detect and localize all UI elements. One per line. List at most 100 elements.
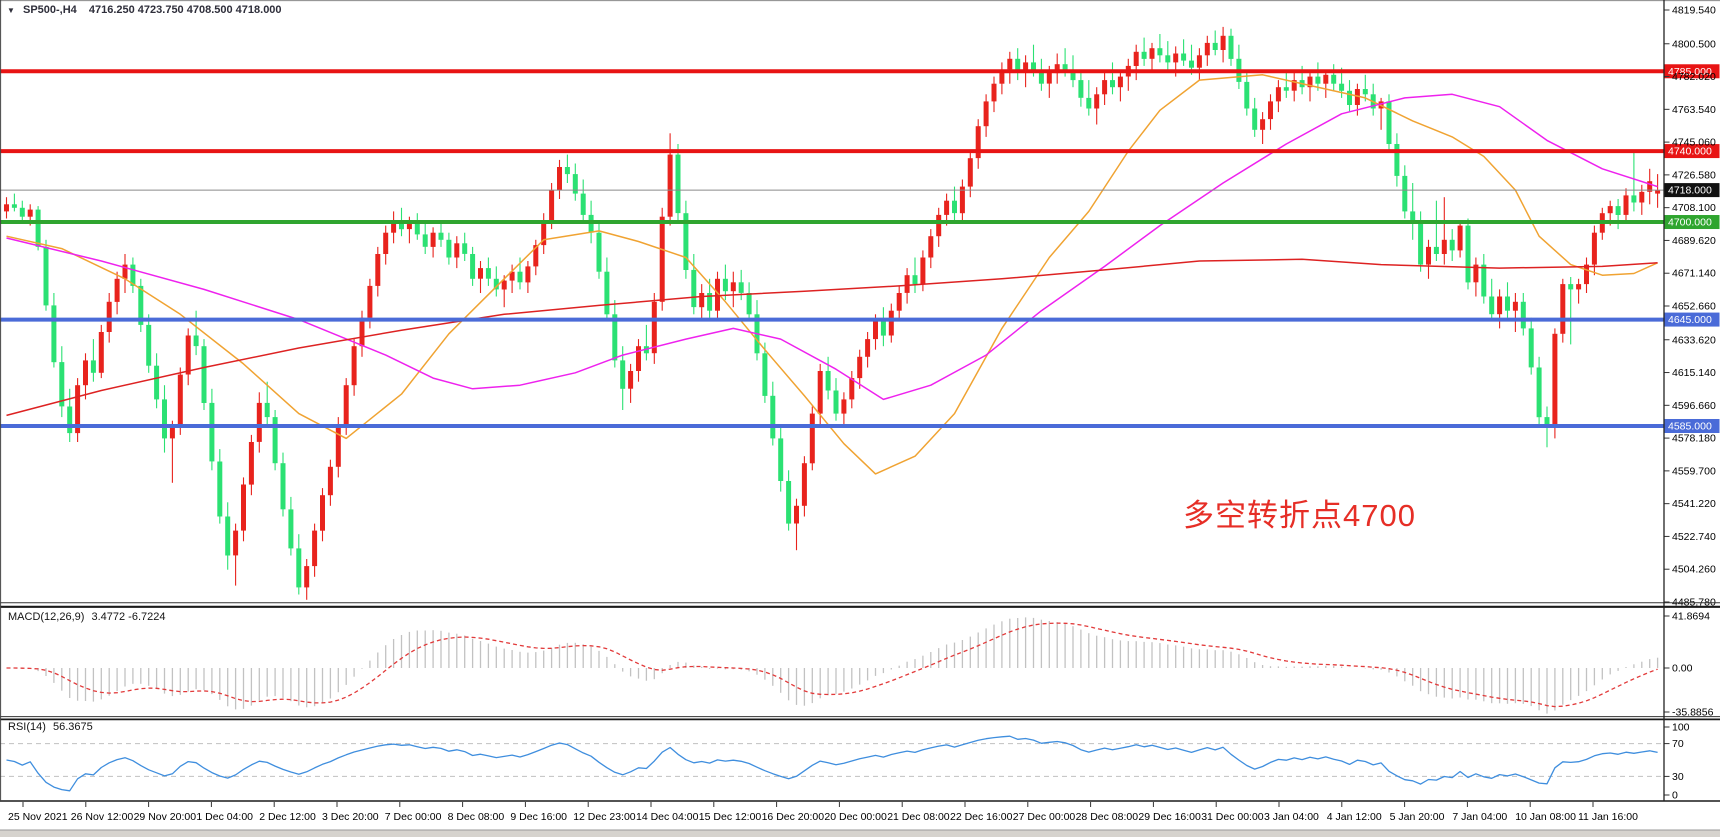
candle[interactable] xyxy=(272,410,278,471)
candle[interactable] xyxy=(177,367,183,435)
candle[interactable] xyxy=(1639,184,1645,215)
candle[interactable] xyxy=(11,193,17,212)
candle[interactable] xyxy=(1244,73,1250,116)
candle[interactable] xyxy=(1110,62,1115,95)
candle[interactable] xyxy=(501,275,507,308)
candle[interactable] xyxy=(959,179,965,221)
candle[interactable] xyxy=(1497,289,1503,329)
candle[interactable] xyxy=(327,459,333,506)
candle[interactable] xyxy=(659,207,665,311)
candle[interactable] xyxy=(351,339,357,396)
candle[interactable] xyxy=(1102,73,1108,105)
candle[interactable] xyxy=(201,339,207,410)
candle[interactable] xyxy=(580,179,586,223)
candle[interactable] xyxy=(809,406,815,471)
candle[interactable] xyxy=(667,133,673,226)
candle[interactable] xyxy=(1623,188,1629,222)
candle[interactable] xyxy=(770,381,776,446)
candle[interactable] xyxy=(1631,151,1637,212)
candle[interactable] xyxy=(707,278,713,318)
candle[interactable] xyxy=(999,62,1005,95)
candle[interactable] xyxy=(1125,58,1131,91)
candle[interactable] xyxy=(1394,133,1400,187)
candle[interactable] xyxy=(1584,257,1589,294)
candle[interactable] xyxy=(636,339,641,382)
candle[interactable] xyxy=(264,381,270,428)
candle[interactable] xyxy=(256,392,262,453)
candle[interactable] xyxy=(454,236,460,269)
candle[interactable] xyxy=(620,346,626,410)
candle[interactable] xyxy=(296,534,302,595)
candle[interactable] xyxy=(1489,278,1495,322)
candle[interactable] xyxy=(1615,199,1621,230)
candle[interactable] xyxy=(130,257,136,294)
candle[interactable] xyxy=(1157,34,1163,63)
candle[interactable] xyxy=(51,293,57,368)
candle[interactable] xyxy=(754,300,760,361)
candle[interactable] xyxy=(430,227,436,258)
candle[interactable] xyxy=(288,496,294,556)
candle[interactable] xyxy=(1054,53,1060,84)
candle[interactable] xyxy=(241,477,246,542)
candle[interactable] xyxy=(983,94,989,137)
candle[interactable] xyxy=(967,151,973,198)
candle[interactable] xyxy=(699,284,705,322)
candle[interactable] xyxy=(1473,257,1479,297)
candle[interactable] xyxy=(786,470,792,531)
candle[interactable] xyxy=(83,353,88,400)
candle[interactable] xyxy=(880,307,886,347)
candle[interactable] xyxy=(651,293,657,364)
candle[interactable] xyxy=(1505,282,1510,318)
candle[interactable] xyxy=(1038,58,1044,91)
candle[interactable] xyxy=(146,314,152,373)
candle[interactable] xyxy=(1426,239,1431,279)
candle[interactable] xyxy=(1133,44,1139,81)
candle[interactable] xyxy=(280,452,286,517)
candle[interactable] xyxy=(1386,94,1392,152)
candle[interactable] xyxy=(414,213,420,240)
candle[interactable] xyxy=(1433,200,1439,261)
candle[interactable] xyxy=(857,349,863,389)
candle[interactable] xyxy=(1410,183,1416,240)
candle[interactable] xyxy=(643,324,649,361)
candle[interactable] xyxy=(612,300,618,368)
candle[interactable] xyxy=(1307,71,1313,102)
candle[interactable] xyxy=(825,356,831,400)
candle[interactable] xyxy=(675,144,681,222)
candle[interactable] xyxy=(75,378,81,442)
candle[interactable] xyxy=(1457,220,1463,258)
candle[interactable] xyxy=(98,324,104,379)
candle[interactable] xyxy=(1275,80,1281,113)
candle[interactable] xyxy=(4,197,9,219)
candle[interactable] xyxy=(912,257,918,294)
candle[interactable] xyxy=(1315,62,1321,91)
candle[interactable] xyxy=(438,222,444,247)
candle[interactable] xyxy=(1576,278,1582,304)
candle[interactable] xyxy=(1196,48,1202,81)
candle[interactable] xyxy=(794,498,799,551)
candle[interactable] xyxy=(1331,64,1337,91)
candle[interactable] xyxy=(217,449,223,524)
candle[interactable] xyxy=(975,119,981,169)
candle[interactable] xyxy=(888,303,894,343)
candle[interactable] xyxy=(138,278,144,332)
candle[interactable] xyxy=(1086,80,1092,116)
candle[interactable] xyxy=(383,225,389,265)
candle[interactable] xyxy=(59,346,65,418)
candle[interactable] xyxy=(1362,74,1368,102)
candle[interactable] xyxy=(43,239,49,311)
candle[interactable] xyxy=(1465,218,1471,290)
candle[interactable] xyxy=(485,257,491,286)
candle[interactable] xyxy=(865,332,871,368)
candle[interactable] xyxy=(722,264,728,301)
candle[interactable] xyxy=(509,264,515,293)
candle[interactable] xyxy=(928,229,934,269)
candle[interactable] xyxy=(1347,80,1352,113)
symbol-dropdown-icon[interactable]: ▼ xyxy=(7,6,15,15)
candle[interactable] xyxy=(1370,83,1376,116)
candle[interactable] xyxy=(936,207,942,247)
candle[interactable] xyxy=(304,559,310,600)
candle[interactable] xyxy=(533,239,539,276)
candle[interactable] xyxy=(1236,44,1242,89)
candle[interactable] xyxy=(604,257,610,322)
